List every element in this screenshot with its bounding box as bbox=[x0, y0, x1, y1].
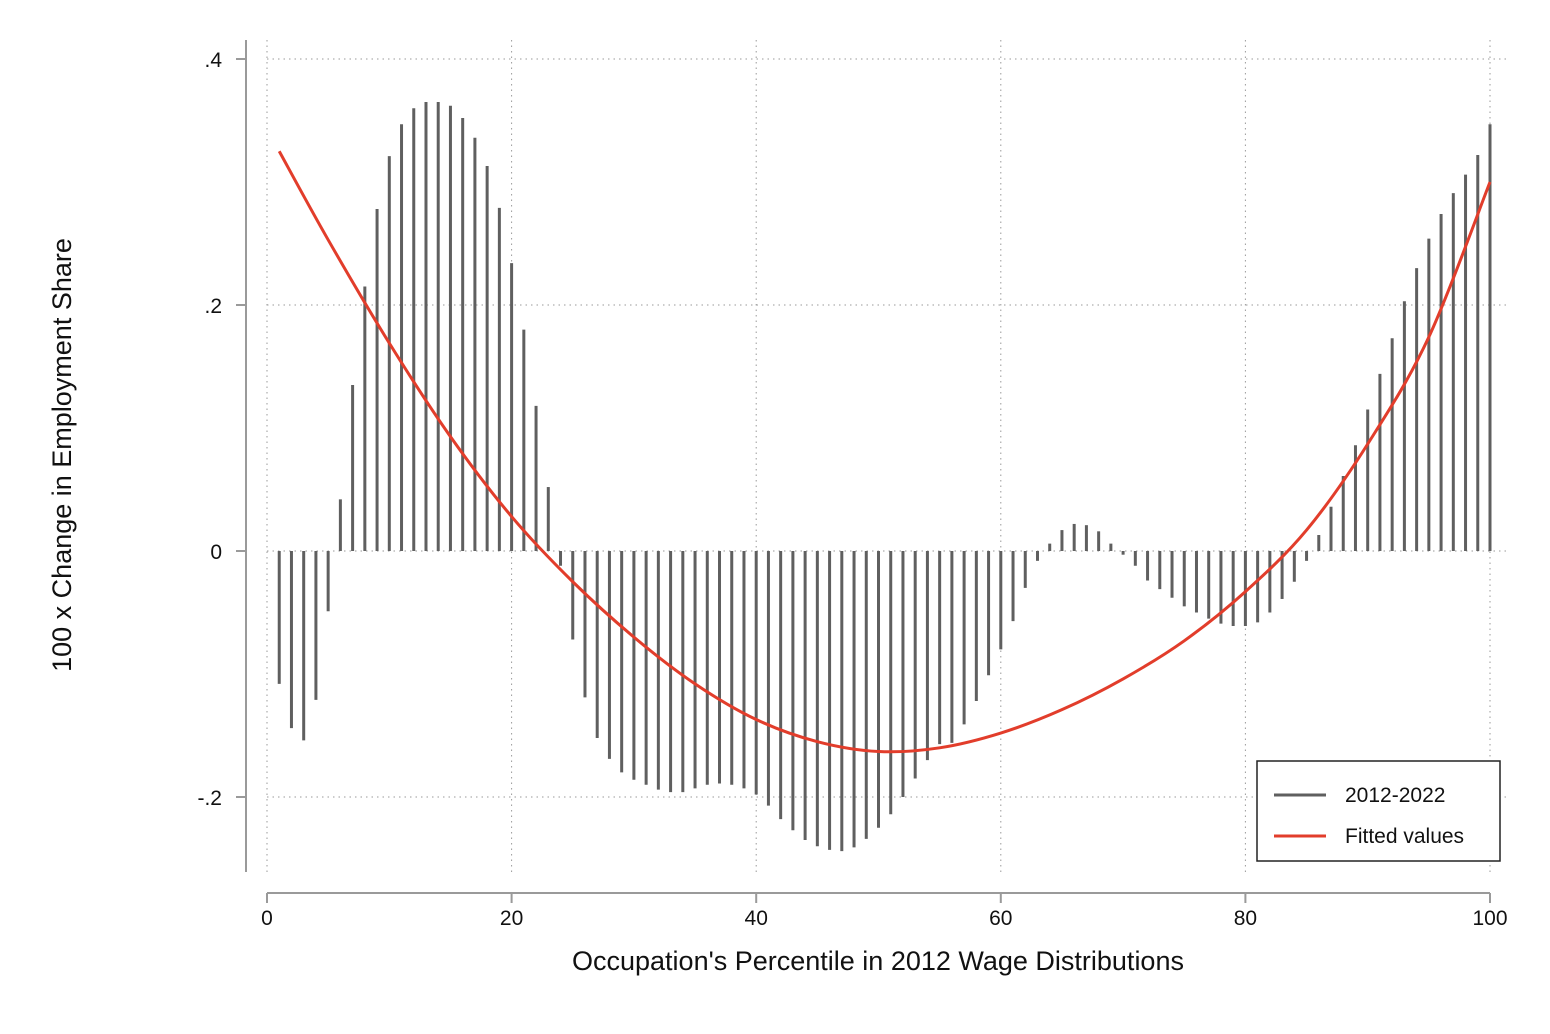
y-tick-label-2: -.2 bbox=[197, 787, 222, 810]
x-tick-label-60: 60 bbox=[989, 907, 1012, 930]
x-tick-label-80: 80 bbox=[1234, 907, 1257, 930]
y-tick-label-4: .4 bbox=[204, 49, 222, 72]
y-tick-label-0: 0 bbox=[210, 541, 222, 564]
legend-box bbox=[1256, 760, 1501, 862]
spike-series bbox=[277, 102, 1492, 852]
axes bbox=[245, 40, 1490, 894]
x-tick-label-0: 0 bbox=[261, 907, 273, 930]
y-tick-label-2: .2 bbox=[204, 295, 222, 318]
legend: 2012-2022 Fitted values bbox=[1256, 760, 1501, 862]
tick-labels: 0 20 40 60 80 100 -.2 0 .2 .4 bbox=[197, 49, 1507, 930]
fitted-series bbox=[277, 150, 1492, 754]
legend-label-fitted-values: Fitted values bbox=[1345, 825, 1464, 848]
fitted-values-line bbox=[277, 150, 1492, 754]
x-axis-title: Occupation's Percentile in 2012 Wage Dis… bbox=[572, 946, 1184, 976]
y-axis-title: 100 x Change in Employment Share bbox=[47, 238, 77, 672]
legend-label-2012-2022: 2012-2022 bbox=[1345, 784, 1445, 807]
x-tick-label-20: 20 bbox=[500, 907, 523, 930]
grid bbox=[266, 40, 1510, 872]
x-tick-label-40: 40 bbox=[745, 907, 768, 930]
x-tick-label-100: 100 bbox=[1472, 907, 1507, 930]
